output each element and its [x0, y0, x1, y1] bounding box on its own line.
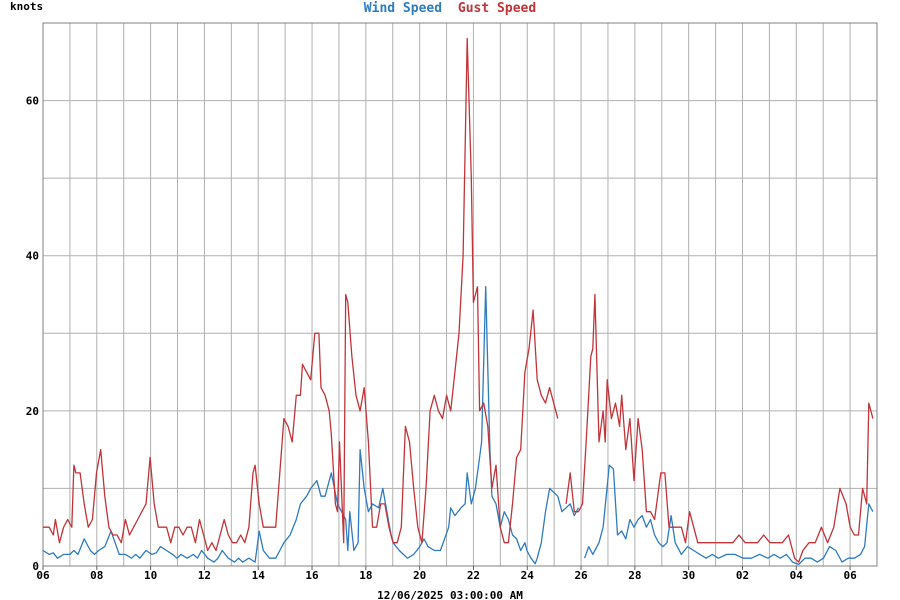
y-axis-unit-label: knots — [10, 0, 43, 13]
x-tick-label: 06 — [843, 569, 857, 582]
x-tick-label: 24 — [521, 569, 535, 582]
x-tick-label: 12 — [198, 569, 211, 582]
x-tick-label: 18 — [359, 569, 372, 582]
title-gust-speed: Gust Speed — [458, 1, 536, 16]
y-tick-label: 20 — [26, 405, 39, 418]
chart-title: Wind Speed Gust Speed — [364, 1, 536, 16]
plot-frame — [42, 22, 878, 567]
x-tick-label: 02 — [736, 569, 749, 582]
x-tick-label: 06 — [36, 569, 50, 582]
x-tick-label: 30 — [682, 569, 695, 582]
gust-speed-line — [565, 293, 874, 563]
x-tick-label: 20 — [413, 569, 426, 582]
x-tick-label: 14 — [252, 569, 266, 582]
x-tick-label: 26 — [574, 569, 588, 582]
y-tick-label: 0 — [32, 560, 39, 573]
series — [42, 37, 874, 566]
x-tick-label: 28 — [628, 569, 641, 582]
x-tick-label: 10 — [144, 569, 157, 582]
x-tick-label: 04 — [790, 569, 804, 582]
axes — [42, 22, 878, 570]
x-tick-label: 22 — [467, 569, 480, 582]
y-tick-label: 40 — [26, 250, 39, 263]
gust-speed-line — [43, 37, 559, 552]
grid — [43, 23, 877, 566]
x-tick-label: 16 — [305, 569, 319, 582]
title-wind-speed: Wind Speed — [364, 1, 442, 16]
x-tick-label: 08 — [90, 569, 103, 582]
y-tick-label: 60 — [26, 95, 39, 108]
wind-speed-line — [583, 464, 874, 566]
x-axis-label: 12/06/2025 03:00:00 AM — [377, 589, 523, 600]
